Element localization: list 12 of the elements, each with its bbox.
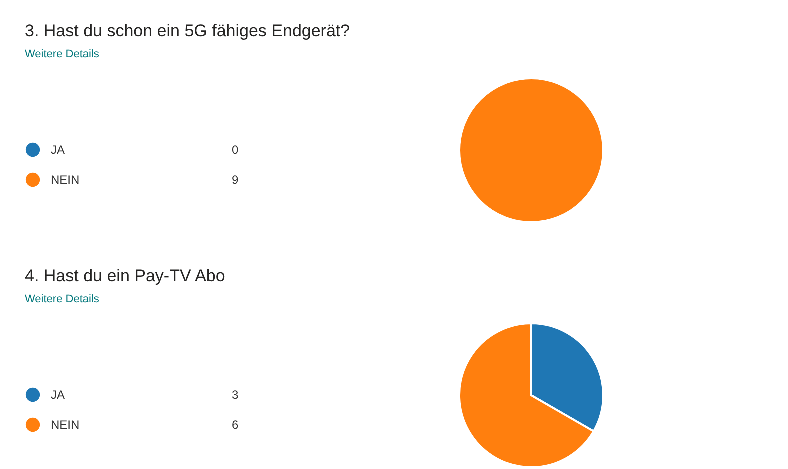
data-label: 6 xyxy=(232,418,239,432)
legend-label: NEIN xyxy=(51,418,80,432)
data-label: 3 xyxy=(232,388,239,402)
text: 0 xyxy=(232,143,239,157)
data-label: 9 xyxy=(232,173,239,187)
chart-title: 3. Hast du schon ein 5G fähiges Endgerät? xyxy=(25,22,350,40)
legend-label: NEIN xyxy=(51,173,80,187)
chart-title: 4. Hast du ein Pay-TV Abo xyxy=(25,266,226,286)
legend-label: JA xyxy=(51,388,66,402)
text: Weitere Details xyxy=(25,294,100,306)
text: Weitere Details xyxy=(25,48,100,60)
legend-label: JA xyxy=(51,143,66,157)
